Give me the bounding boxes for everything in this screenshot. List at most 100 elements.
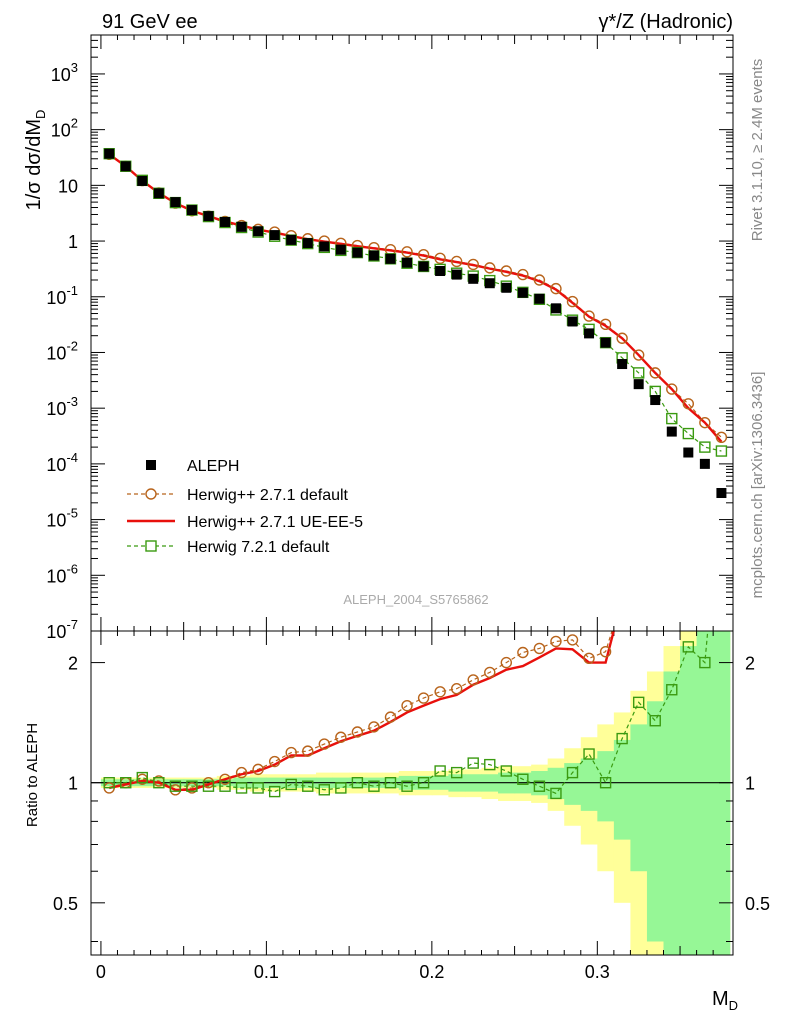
x-tick-label: 0 — [96, 962, 106, 982]
point-aleph — [104, 148, 115, 159]
ratio-point-default — [650, 582, 660, 592]
y-tick-label: 10-5 — [46, 506, 78, 531]
ratio-point-default — [351, 726, 364, 738]
watermark: ALEPH_2004_S5765862 — [343, 592, 488, 607]
point-default — [583, 310, 595, 322]
ratio-point-h7 — [666, 684, 678, 696]
ratio-y-tick-label: 1 — [745, 774, 755, 794]
ratio-point-default — [700, 482, 710, 492]
ratio-point-h7 — [351, 777, 364, 789]
ratio-y-tick-label: 2 — [745, 654, 755, 674]
ratio-point-h7 — [583, 748, 595, 760]
ratio-y-tick-label: 1 — [68, 774, 78, 794]
point-default — [484, 262, 496, 274]
ratio-point-default — [302, 745, 314, 757]
title-left: 91 GeV ee — [102, 11, 198, 33]
point-default — [616, 332, 628, 344]
ratio-point-h7 — [202, 780, 215, 792]
ratio-point-default — [252, 763, 264, 776]
point-aleph — [319, 241, 330, 252]
side-label-mcplots: mcplots.cern.ch [arXiv:1306.3436] — [749, 372, 766, 599]
ratio-point-default — [634, 571, 644, 581]
point-aleph — [633, 379, 644, 390]
band-inner — [696, 631, 714, 955]
ratio-point-h7 — [566, 766, 579, 779]
point-aleph — [716, 488, 727, 499]
legend-marker-default — [145, 488, 157, 500]
ratio-point-h7 — [368, 780, 380, 792]
point-aleph — [517, 287, 528, 298]
point-aleph — [236, 221, 247, 232]
x-tick-label: 0.1 — [254, 962, 279, 982]
point-default — [533, 274, 546, 286]
point-default — [401, 246, 413, 258]
point-aleph — [253, 226, 264, 237]
ratio-point-h7 — [153, 777, 165, 789]
ratio-point-default — [219, 773, 231, 785]
title-right: γ*/Z (Hadronic) — [599, 11, 733, 33]
y-tick-label: 10-6 — [46, 561, 78, 586]
point-aleph — [650, 395, 661, 406]
point-default — [715, 431, 728, 444]
ratio-point-h7 — [699, 656, 711, 669]
point-aleph — [683, 447, 694, 458]
ratio-point-default — [566, 634, 579, 646]
ratio-point-h7 — [550, 787, 562, 800]
ratio-y-tick-label: 0.5 — [745, 894, 770, 914]
point-default — [566, 295, 579, 308]
ratio-point-h7 — [649, 715, 661, 727]
ratio-point-h7 — [252, 782, 264, 794]
x-tick-labels: 0 0.1 0.2 0.3 — [96, 962, 610, 982]
point-aleph — [451, 269, 462, 280]
ratio-point-h7 — [318, 784, 331, 796]
ratio-point-h7 — [434, 765, 446, 777]
ratio-point-default — [368, 721, 380, 733]
point-aleph — [153, 188, 164, 199]
y-tick-label: 10-7 — [46, 617, 78, 642]
point-aleph — [699, 458, 710, 469]
ratio-point-h7 — [186, 780, 198, 792]
ratio-point-h7 — [450, 766, 463, 779]
point-default — [682, 398, 695, 410]
ratio-point-default — [335, 731, 347, 743]
point-aleph — [220, 216, 231, 227]
point-aleph — [302, 238, 313, 249]
point-aleph — [418, 261, 429, 272]
band-inner — [613, 739, 632, 840]
point-default — [450, 255, 463, 268]
point-aleph — [584, 328, 595, 339]
ratio-point-default — [417, 692, 430, 704]
series-line-ueee5 — [108, 153, 723, 443]
ratio-y-axis-label: Ratio to ALEPH — [24, 723, 41, 827]
ratio-point-default — [318, 738, 331, 750]
ratio-point-h7 — [716, 476, 726, 486]
ratio-line-ueee5 — [108, 631, 615, 791]
ratio-point-default — [583, 652, 595, 665]
point-h7 — [699, 441, 711, 453]
point-aleph — [352, 247, 363, 258]
band-inner — [663, 671, 681, 955]
y-tick-label: 10-2 — [46, 338, 78, 363]
ratio-point-default — [235, 766, 248, 779]
ratio-point-h7 — [384, 777, 397, 789]
y-tick-label: 10 — [58, 176, 78, 196]
ratio-y-tick-label: 0.5 — [53, 894, 78, 914]
ratio-point-default — [533, 642, 546, 655]
y-tick-label: 102 — [51, 116, 78, 141]
point-aleph — [534, 293, 545, 304]
point-aleph — [402, 257, 413, 268]
main-ticks — [91, 34, 733, 632]
band-inner — [597, 751, 615, 822]
ratio-frame — [90, 630, 734, 956]
ratio-point-h7 — [616, 732, 628, 745]
series-line-h7 — [108, 153, 722, 452]
point-aleph — [435, 266, 446, 277]
legend-label: ALEPH — [187, 458, 239, 475]
x-tick-label: 0.2 — [419, 962, 444, 982]
band-inner — [630, 724, 648, 872]
ratio-point-h7 — [632, 696, 645, 709]
main-series — [103, 147, 728, 499]
point-default — [434, 252, 446, 265]
